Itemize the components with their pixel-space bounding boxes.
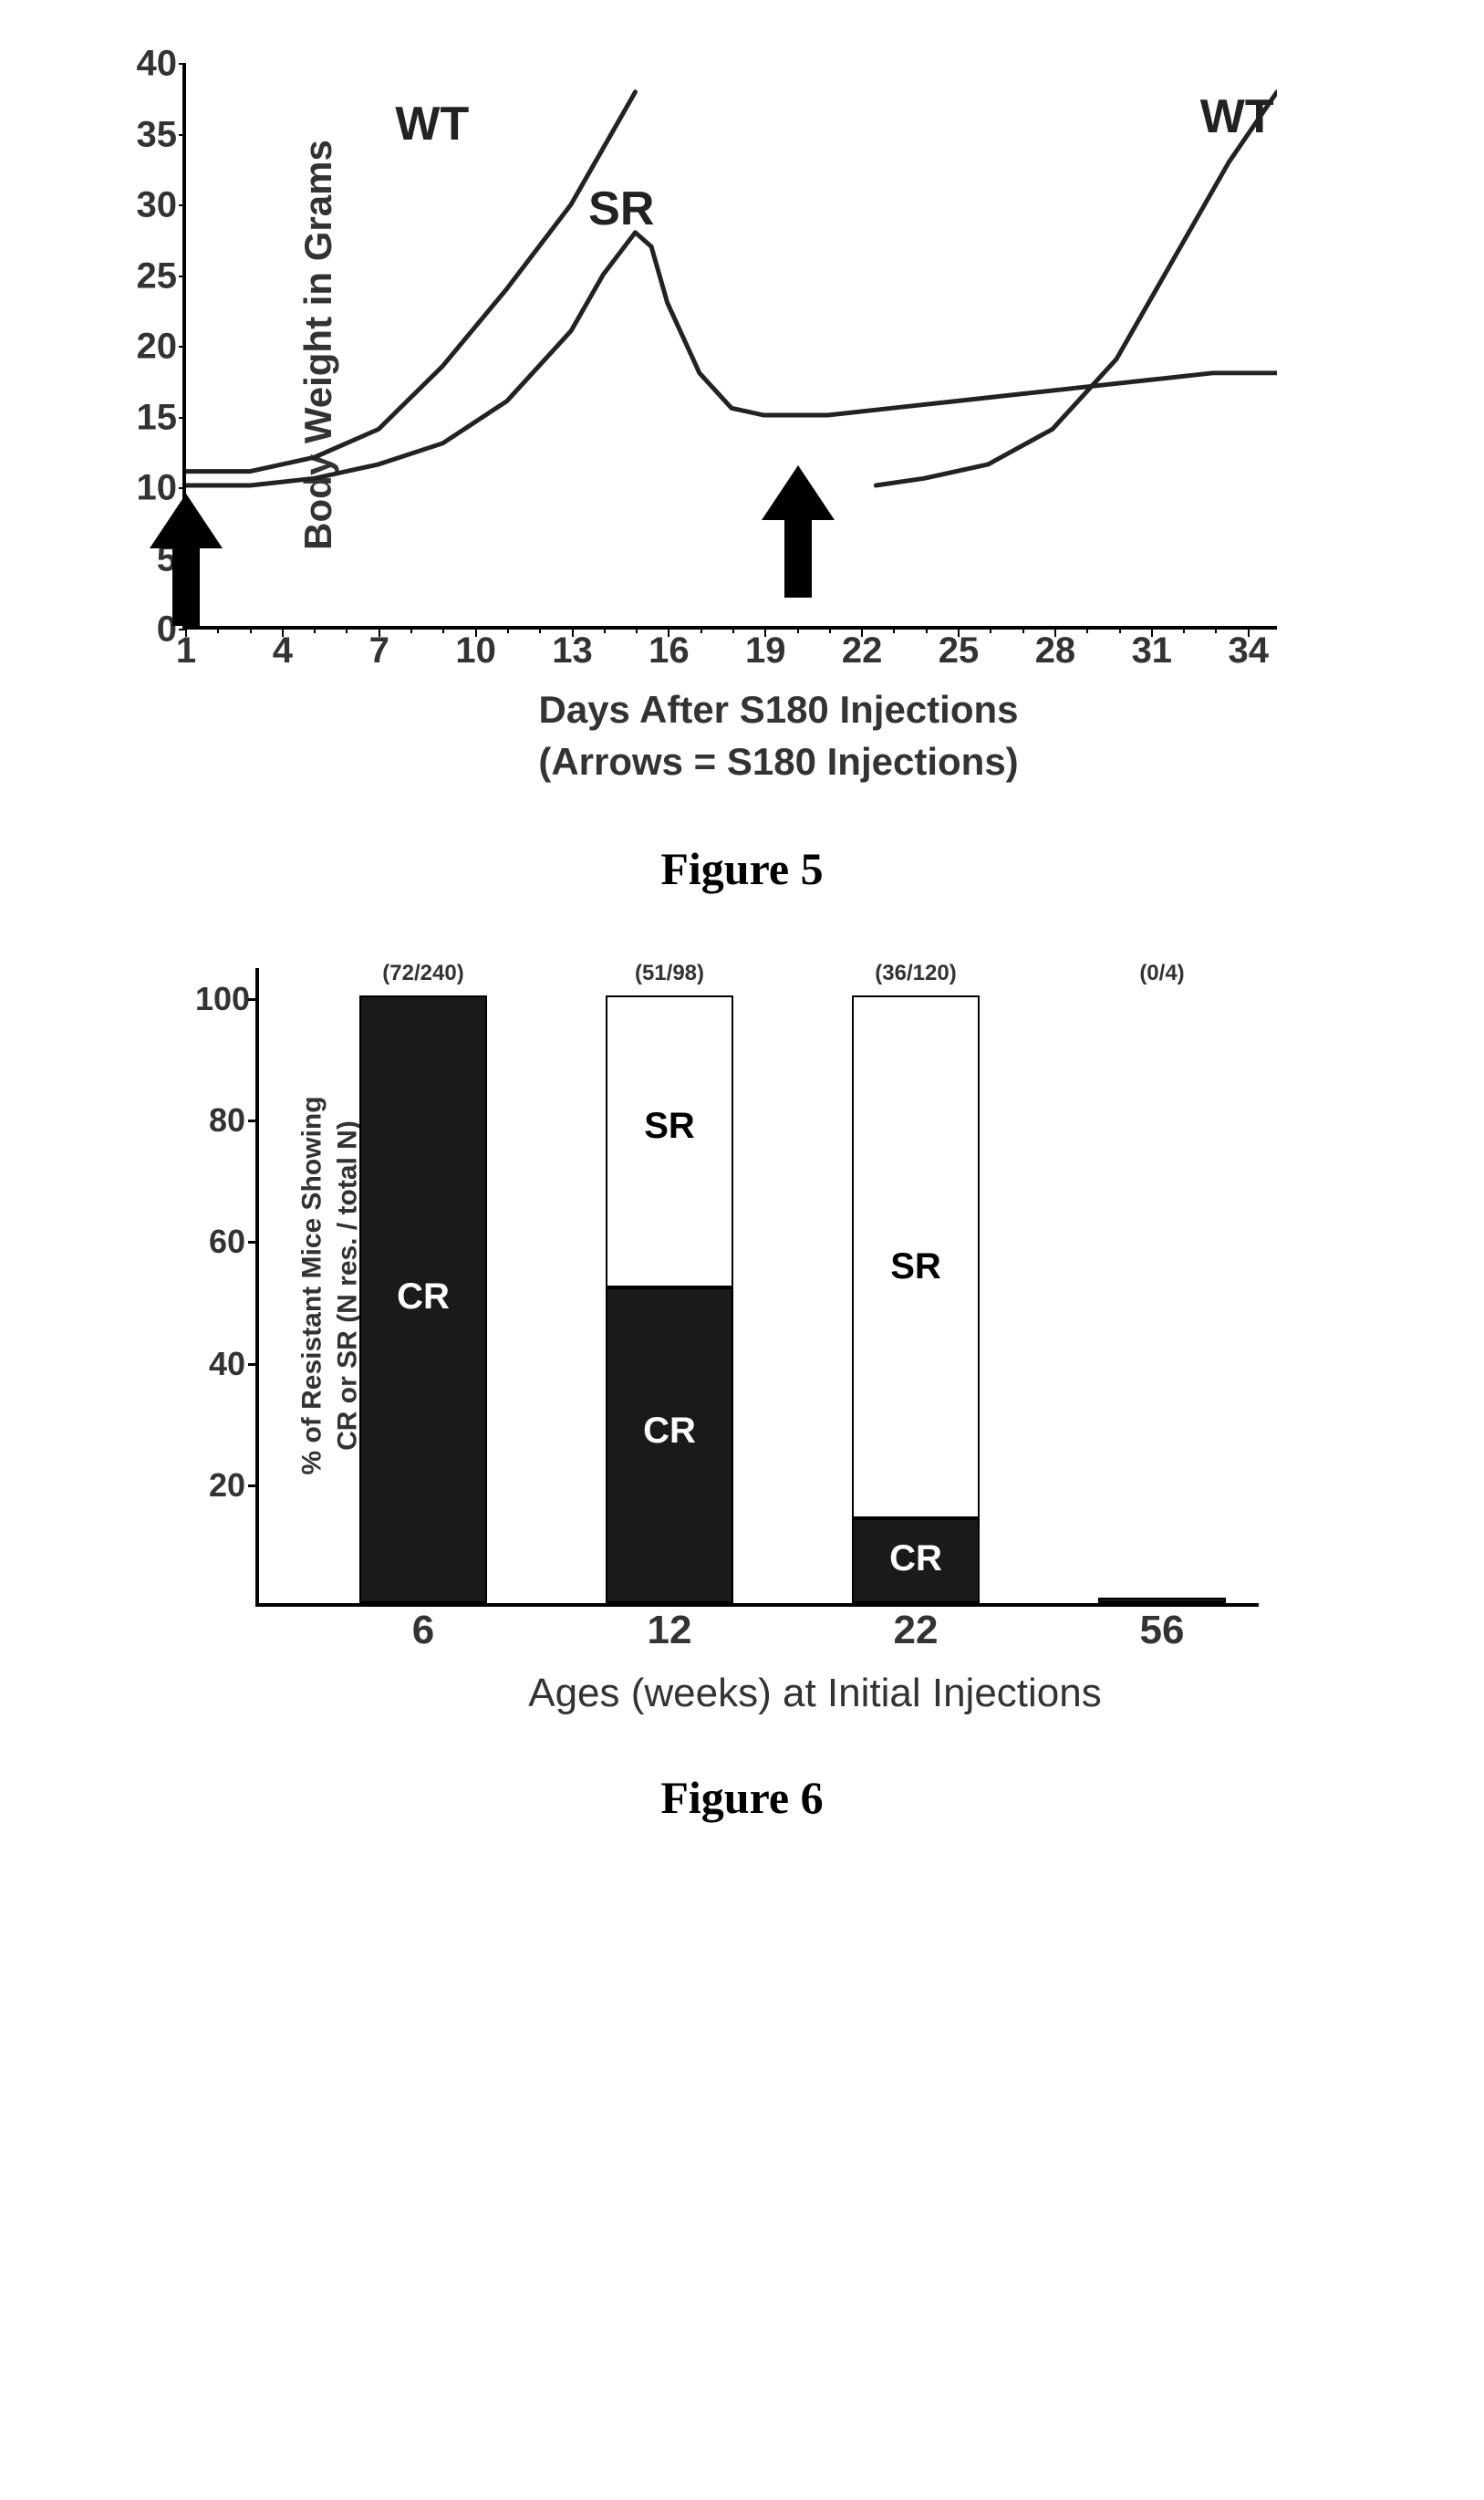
fig5-x-minor-tick-mark xyxy=(732,626,734,633)
arrow-shaft xyxy=(172,544,200,626)
figure-6: % of Resistant Mice Showing CR or SR (N … xyxy=(109,968,1375,1824)
arrow-head xyxy=(762,465,835,520)
fig5-x-minor-tick-mark xyxy=(314,626,316,633)
fig5-x-minor-tick-mark xyxy=(410,626,412,633)
fig5-x-tick-mark xyxy=(668,626,669,637)
fig5-plot-area: Body Weight in Grams 0510152025303540147… xyxy=(182,64,1277,630)
fig5-caption: Figure 5 xyxy=(109,842,1375,895)
fig5-y-tick: 20 xyxy=(122,327,177,368)
fig6-y-label-line2: CR or SR (N res. / total N) xyxy=(333,1121,363,1452)
fig5-x-minor-tick-mark xyxy=(604,626,606,633)
fig6-y-tick-mark xyxy=(248,1484,259,1487)
fig5-x-minor-tick-mark xyxy=(1086,626,1088,633)
fig5-x-tick-mark xyxy=(475,626,477,637)
fig6-y-label-line1: % of Resistant Mice Showing xyxy=(297,1097,327,1475)
fig5-series-label-WT2: WT xyxy=(1200,89,1274,144)
fig5-x-tick-mark xyxy=(958,626,960,637)
fig5-x-minor-tick-mark xyxy=(926,626,928,633)
fig5-y-tick: 25 xyxy=(122,255,177,297)
arrow-shaft xyxy=(784,516,812,598)
fig6-bar-top-label: (72/240) xyxy=(332,961,514,986)
fig6-x-tick: 22 xyxy=(894,1608,939,1653)
fig6-y-tick: 40 xyxy=(195,1345,245,1383)
fig6-caption: Figure 6 xyxy=(109,1771,1375,1824)
fig5-x-label-line1: Days After S180 Injections xyxy=(182,684,1375,736)
fig5-y-tick-mark xyxy=(179,276,186,277)
fig6-bar-empty xyxy=(1098,1598,1226,1603)
fig6-x-tick: 56 xyxy=(1140,1608,1185,1653)
fig5-y-tick-mark xyxy=(179,63,186,65)
fig5-x-minor-tick-mark xyxy=(346,626,348,633)
fig6-bar-label-cr: CR xyxy=(359,1276,487,1318)
fig6-plot-area: % of Resistant Mice Showing CR or SR (N … xyxy=(255,968,1259,1607)
fig5-y-tick-mark xyxy=(179,346,186,348)
fig6-y-tick: 80 xyxy=(195,1101,245,1140)
fig5-series-WT2 xyxy=(876,92,1277,485)
fig6-bar-label-cr: CR xyxy=(852,1538,980,1579)
fig5-x-minor-tick-mark xyxy=(1022,626,1024,633)
fig5-y-tick: 0 xyxy=(122,609,177,651)
fig5-x-tick-mark xyxy=(1248,626,1250,637)
fig5-x-axis-label: Days After S180 Injections (Arrows = S18… xyxy=(182,684,1375,787)
fig5-y-tick: 30 xyxy=(122,185,177,226)
fig6-chart: % of Resistant Mice Showing CR or SR (N … xyxy=(255,968,1375,1716)
fig5-y-tick-mark xyxy=(179,204,186,206)
fig5-x-minor-tick-mark xyxy=(539,626,541,633)
fig6-y-tick-mark xyxy=(248,998,259,1001)
fig5-x-minor-tick-mark xyxy=(829,626,831,633)
fig6-x-axis-label: Ages (weeks) at Initial Injections xyxy=(255,1671,1375,1716)
fig6-bar-top-label: (36/120) xyxy=(825,961,1007,986)
figure-5: Body Weight in Grams 0510152025303540147… xyxy=(109,64,1375,895)
fig5-x-tick-mark xyxy=(282,626,284,637)
fig5-x-minor-tick-mark xyxy=(507,626,509,633)
fig6-y-tick-mark xyxy=(248,1241,259,1244)
fig5-y-tick-mark xyxy=(179,417,186,419)
fig5-x-tick-mark xyxy=(572,626,574,637)
fig5-x-tick-mark xyxy=(764,626,766,637)
fig5-x-minor-tick-mark xyxy=(1215,626,1217,633)
fig5-x-minor-tick-mark xyxy=(442,626,444,633)
fig5-x-minor-tick-mark xyxy=(1183,626,1185,633)
fig5-x-tick-mark xyxy=(1151,626,1153,637)
fig5-x-tick-mark xyxy=(861,626,863,637)
fig5-x-tick-mark xyxy=(185,626,187,637)
fig5-y-tick-mark xyxy=(179,134,186,136)
fig6-bar-label-cr: CR xyxy=(606,1411,733,1452)
fig6-y-axis-label: % of Resistant Mice Showing CR or SR (N … xyxy=(295,1097,366,1475)
fig5-y-tick: 15 xyxy=(122,397,177,438)
fig6-bar-label-sr: SR xyxy=(606,1106,733,1147)
fig5-x-minor-tick-mark xyxy=(217,626,219,633)
fig5-chart: Body Weight in Grams 0510152025303540147… xyxy=(182,64,1375,787)
fig6-y-tick-mark xyxy=(248,1120,259,1122)
fig6-y-tick: 60 xyxy=(195,1223,245,1261)
fig5-x-tick-mark xyxy=(1054,626,1056,637)
fig5-y-tick: 40 xyxy=(122,44,177,85)
fig5-y-tick: 35 xyxy=(122,114,177,155)
fig6-bar-label-sr: SR xyxy=(852,1246,980,1287)
fig5-series-label-WT1: WT xyxy=(395,97,469,151)
fig5-y-tick-mark xyxy=(179,487,186,489)
fig5-x-minor-tick-mark xyxy=(893,626,895,633)
fig5-x-minor-tick-mark xyxy=(700,626,702,633)
fig5-x-label-line2: (Arrows = S180 Injections) xyxy=(182,736,1375,788)
fig5-x-minor-tick-mark xyxy=(990,626,991,633)
arrow-head xyxy=(150,494,223,548)
fig5-x-minor-tick-mark xyxy=(636,626,638,633)
fig6-x-tick: 6 xyxy=(412,1608,434,1653)
fig5-series-SR1 xyxy=(186,233,1277,485)
fig6-y-tick: 20 xyxy=(195,1466,245,1505)
fig5-x-minor-tick-mark xyxy=(250,626,252,633)
fig6-y-tick: 100 xyxy=(195,980,245,1018)
fig5-line-svg xyxy=(186,64,1277,626)
fig6-bar-top-label: (51/98) xyxy=(578,961,761,986)
fig5-x-tick-mark xyxy=(379,626,380,637)
fig5-x-minor-tick-mark xyxy=(1119,626,1121,633)
fig6-y-tick-mark xyxy=(248,1363,259,1366)
fig6-bar-top-label: (0/4) xyxy=(1071,961,1253,986)
fig6-x-tick: 12 xyxy=(648,1608,692,1653)
fig5-x-minor-tick-mark xyxy=(797,626,799,633)
fig5-series-label-SR1: SR xyxy=(588,182,654,236)
